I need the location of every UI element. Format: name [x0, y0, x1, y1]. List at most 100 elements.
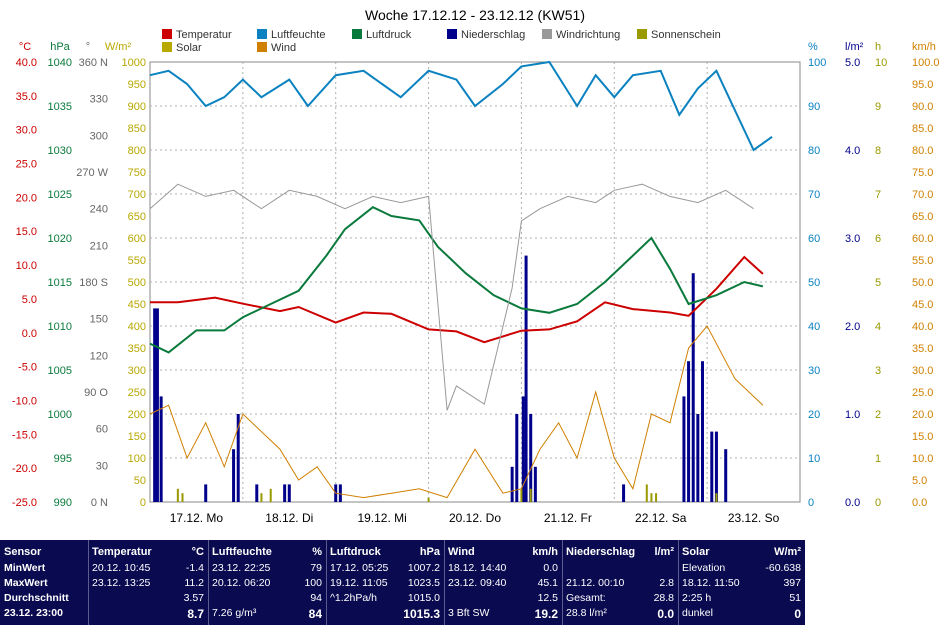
axis-tick-label: 120 [90, 350, 108, 362]
axis-tick-label: 3 [875, 365, 881, 377]
axis-labels: °C40.035.030.025.020.015.010.05.00.0-5.0… [12, 41, 940, 509]
legend-label: Niederschlag [461, 29, 525, 41]
panel-row: 12.5 [537, 592, 558, 604]
rain-bar [524, 255, 528, 502]
axis-tick-label: 6 [875, 233, 881, 245]
sunshine-bar [260, 493, 263, 502]
axis-tick-label: 700 [128, 189, 146, 201]
axis-tick-label: 30 [808, 365, 820, 377]
axis-tick-label: 800 [128, 145, 146, 157]
axis-tick-label: 400 [128, 321, 146, 333]
x-tick-label: 20.12. Do [449, 511, 501, 525]
panel-row: Durchschnitt [4, 592, 69, 604]
axis-tick-label: 0.0 [22, 328, 37, 340]
axis-tick-label: 2 [875, 409, 881, 421]
panel-separator [208, 540, 209, 625]
panel-row: MinWert [4, 562, 46, 574]
axis-tick-label: 500 [128, 277, 146, 289]
rain-bar [724, 449, 728, 502]
sunshine-bar [427, 497, 430, 502]
axis-tick-label: 1035 [48, 101, 72, 113]
axis-tick-label: 5.0 [845, 57, 860, 69]
axis-tick-label: 5.0 [22, 294, 37, 306]
axis-tick-label: 25.0 [16, 159, 37, 171]
legend-swatch [542, 29, 552, 39]
axis-tick-label: 20 [808, 409, 820, 421]
rain-bar [682, 396, 686, 502]
axis-tick-label: 70.0 [912, 189, 933, 201]
sunshine-bar [715, 493, 718, 502]
axis-tick-label: 85.0 [912, 123, 933, 135]
axis-tick-label: 330 [90, 94, 108, 106]
axis-tick-label: 90 [808, 101, 820, 113]
axis-tick-label: 40.0 [16, 57, 37, 69]
panel-separator [326, 540, 327, 625]
x-tick-label: 19.12. Mi [357, 511, 406, 525]
axis-tick-label: 20.0 [16, 192, 37, 204]
axis-tick-label: 75.0 [912, 167, 933, 179]
axis-tick-label: 30.0 [912, 365, 933, 377]
panel-row: ^1.2hPa/h 1015.0 [330, 592, 440, 604]
panel-header: Temperatur °C [92, 546, 204, 558]
panel-header: Solar W/m² [682, 546, 801, 558]
axis-tick-label: 60.0 [912, 233, 933, 245]
legend-label: Luftdruck [366, 29, 412, 41]
panel-column: Temperatur °C 20.12. 10:45 -1.4 23.12. 13:25… [88, 540, 208, 625]
axis-tick-label: 250 [128, 387, 146, 399]
axis-tick-label: 70 [808, 189, 820, 201]
axis-tick-label: 240 [90, 204, 108, 216]
rain-bar [691, 273, 695, 502]
axis-tick-label: 30 [96, 460, 108, 472]
panel-row: dunkel 0 [682, 607, 801, 621]
axis-tick-label: 20.0 [912, 409, 933, 421]
x-axis-labels: 17.12. Mo 18.12. Di 19.12. Mi 20.12. Do 21.1… [170, 511, 780, 525]
axis-tick-label: 90 O [84, 387, 108, 399]
axis-tick-label: 300 [128, 365, 146, 377]
axis-tick-label: 50 [134, 475, 146, 487]
legend-swatch [257, 42, 267, 52]
axis-tick-label: 0.0 [912, 497, 927, 509]
panel-separator [444, 540, 445, 625]
grid-lines [150, 62, 800, 502]
axis-tick-label: 0 N [91, 497, 108, 509]
series-line-wind [149, 325, 764, 499]
sunshine-bar [645, 484, 648, 502]
axis-tick-label: 100.0 [912, 57, 940, 69]
axis-tick-label: 900 [128, 101, 146, 113]
sunshine-bar [269, 488, 272, 502]
axis-tick-label: 10 [875, 57, 887, 69]
axis-tick-label: 1030 [48, 145, 72, 157]
axis-tick-label: 1000 [122, 57, 146, 69]
rain-bar [287, 484, 291, 502]
axis-unit: W/m² [105, 41, 132, 53]
axis-tick-label: 1015 [48, 277, 72, 289]
axis-tick-label: 2.0 [845, 321, 860, 333]
panel-row: 18.12. 14:40 0.0 [448, 562, 558, 574]
axis-tick-label: -20.0 [12, 463, 37, 475]
axis-tick-label: 60 [96, 424, 108, 436]
rain-bar [533, 466, 537, 502]
panel-row: 17.12. 05:25 1007.2 [330, 562, 440, 574]
axis-tick-label: 0 [875, 497, 881, 509]
axis-tick-label: 4 [875, 321, 881, 333]
rain-bar [159, 396, 163, 502]
axis-tick-label: 850 [128, 123, 146, 135]
axis-tick-label: 1 [875, 453, 881, 465]
axis-tick-label: 0.0 [845, 497, 860, 509]
axis-tick-label: 35.0 [16, 91, 37, 103]
sunshine-bar [181, 493, 184, 502]
axis-tick-label: 65.0 [912, 211, 933, 223]
axis-tick-label: 7 [875, 189, 881, 201]
sunshine-bar [529, 488, 532, 502]
axis-unit: km/h [912, 41, 936, 53]
legend-swatch [257, 29, 267, 39]
x-tick-label: 23.12. So [728, 511, 780, 525]
panel-row: 1015.3 [403, 607, 440, 621]
legend-label: Windrichtung [556, 29, 620, 41]
rain-bar [232, 449, 236, 502]
axis-tick-label: 1010 [48, 321, 72, 333]
series-line-windrichtung [149, 183, 754, 411]
axis-tick-label: 180 S [79, 277, 108, 289]
axis-tick-label: 9 [875, 101, 881, 113]
panel-row: 19.12. 11:05 1023.5 [330, 577, 440, 589]
